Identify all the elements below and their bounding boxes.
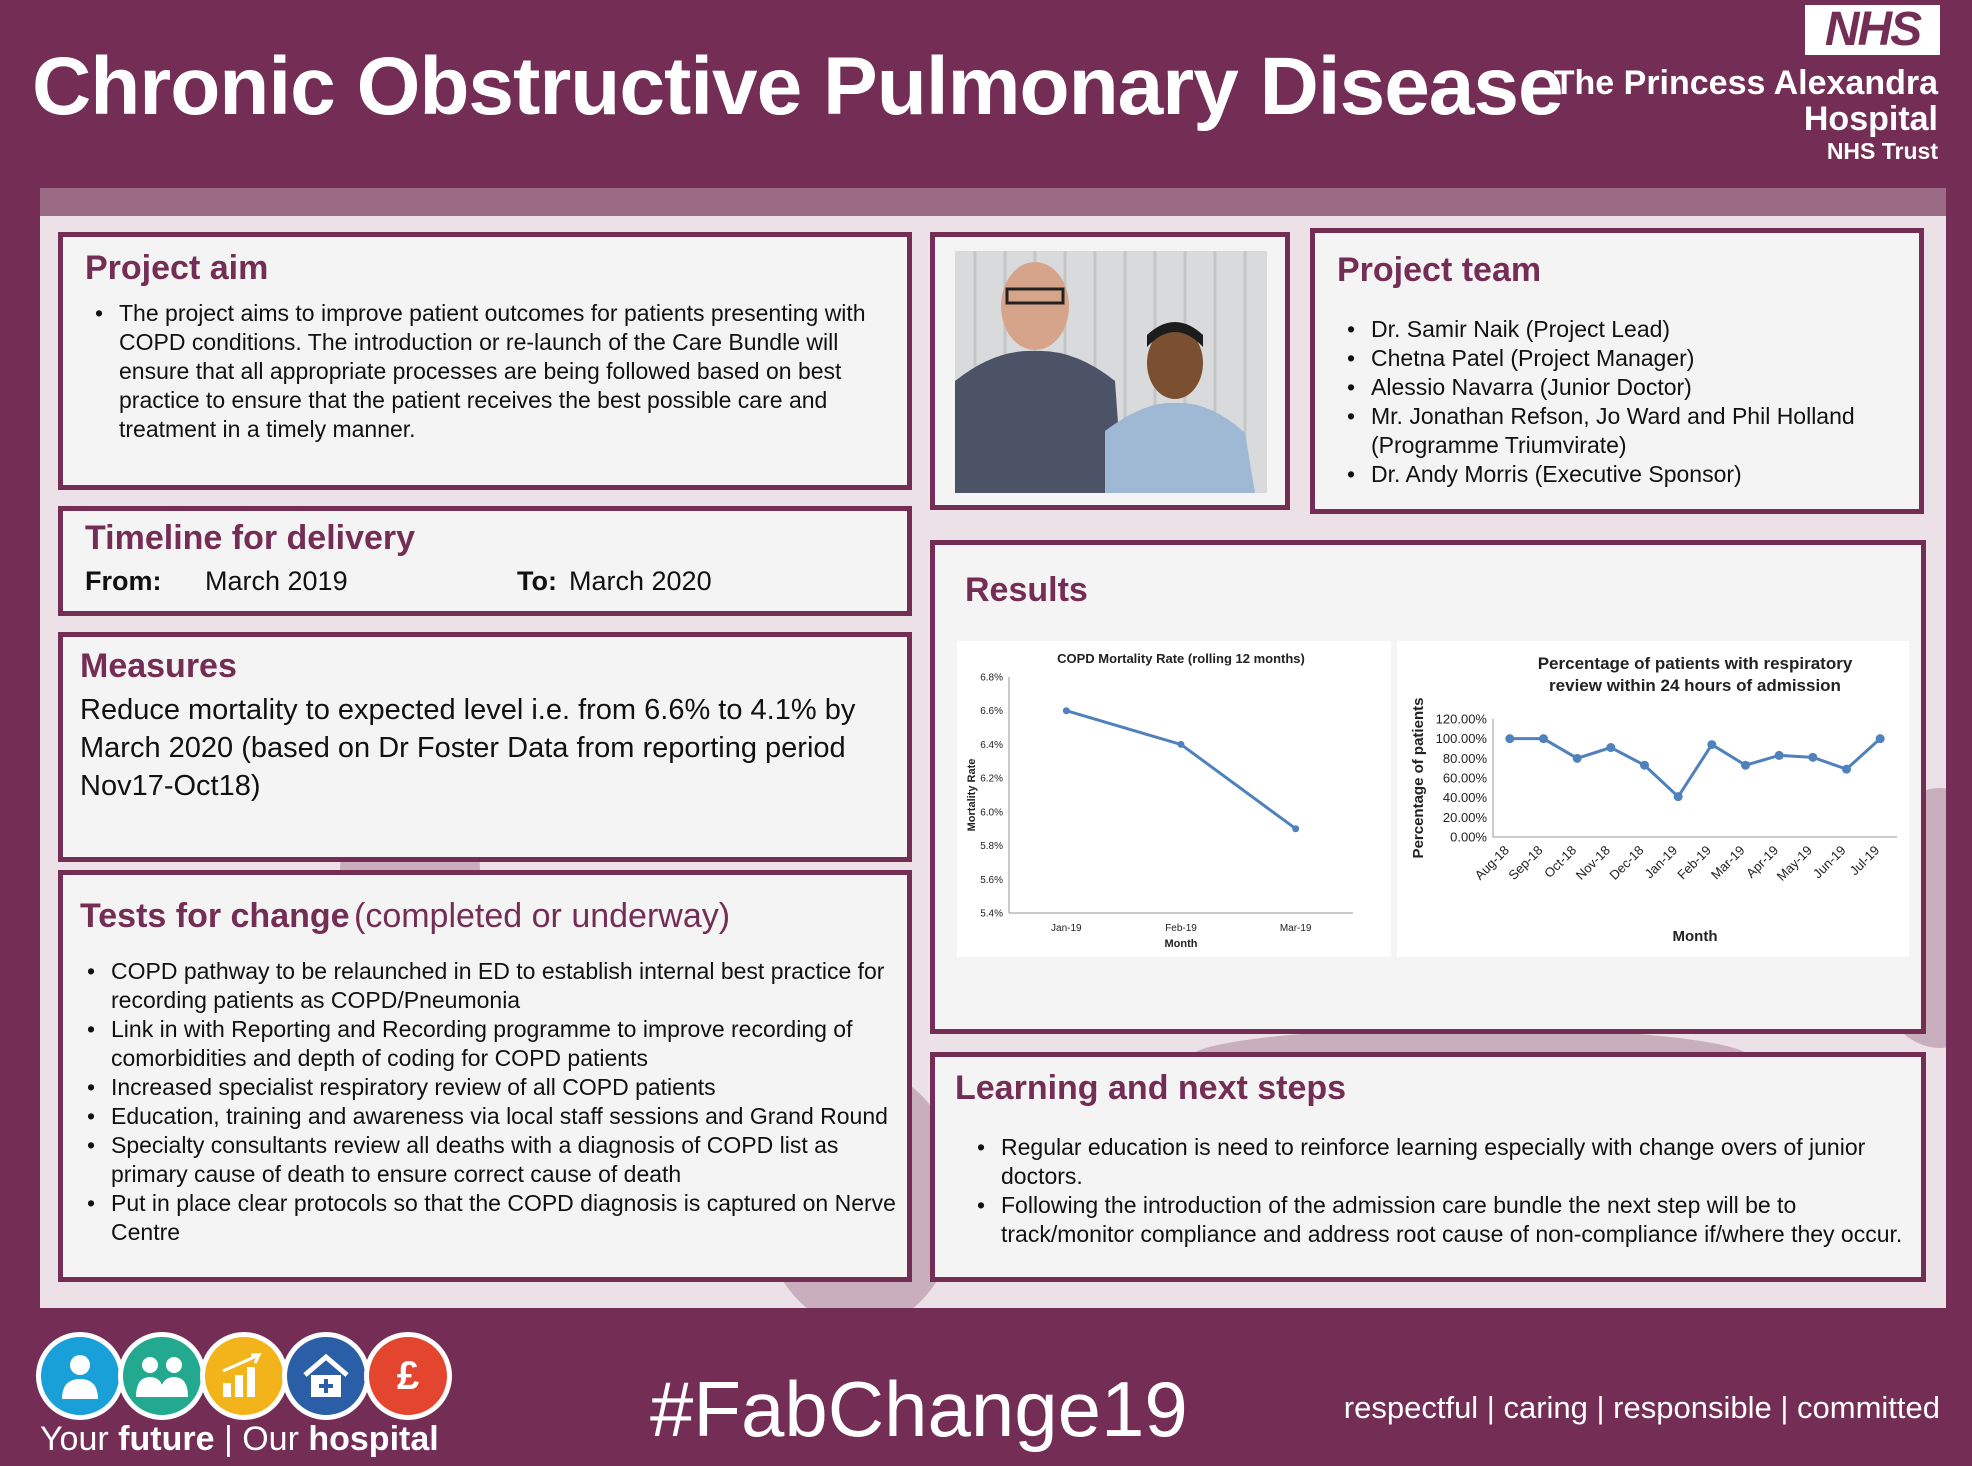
learning-heading: Learning and next steps	[955, 1069, 1347, 1107]
timeline-to-value: March 2020	[569, 566, 712, 596]
data-point	[1177, 740, 1185, 748]
y-tick-label: 20.00%	[1443, 810, 1488, 825]
list-item: Specialty consultants review all deaths …	[87, 1131, 901, 1189]
data-point	[1539, 734, 1548, 744]
tests-heading: Tests for change	[80, 897, 350, 935]
project-aim-text: The project aims to improve patient outc…	[95, 299, 879, 444]
y-axis-label: Percentage of patients	[1410, 698, 1427, 859]
data-point	[1673, 792, 1683, 802]
measures-text: Reduce mortality to expected level i.e. …	[80, 694, 856, 802]
measures-panel: Measures Reduce mortality to expected le…	[58, 632, 912, 862]
chart-background	[1397, 641, 1909, 957]
poster-title: Chronic Obstructive Pulmonary Disease	[32, 41, 1564, 132]
list-item: Following the introduction of the admiss…	[977, 1191, 1921, 1249]
list-item: Put in place clear protocols so that the…	[87, 1189, 901, 1247]
y-tick-label: 5.4%	[980, 909, 1003, 920]
project-team-heading: Project team	[1337, 251, 1542, 289]
data-point	[1875, 734, 1885, 744]
y-tick-label: 5.6%	[980, 875, 1003, 886]
tests-heading-suffix: (completed or underway)	[354, 897, 731, 935]
series-line	[1509, 737, 1882, 800]
growth-chart-icon	[200, 1332, 288, 1420]
y-tick-label: 60.00%	[1443, 771, 1488, 786]
timeline-to-label: To:	[517, 566, 557, 596]
data-point	[1640, 760, 1649, 770]
y-tick-label: 6.4%	[980, 740, 1003, 751]
project-team-panel: Project team Dr. Samir Naik (Project Lea…	[1310, 228, 1924, 514]
nhs-logo: NHS	[1805, 5, 1940, 55]
hospital-icon	[282, 1332, 370, 1420]
data-point	[1062, 707, 1070, 715]
family-icon	[118, 1332, 206, 1420]
tagline: Your future | Our hospital	[40, 1420, 439, 1459]
org-name-line2: Hospital	[1803, 100, 1938, 138]
list-item: Increased specialist respiratory review …	[87, 1073, 901, 1102]
list-item: Regular education is need to reinforce l…	[977, 1133, 1921, 1191]
tagline-part: | Our	[223, 1420, 299, 1458]
project-aim-heading: Project aim	[85, 249, 269, 287]
x-tick-label: Feb-19	[1165, 923, 1197, 934]
chart-title: COPD Mortality Rate (rolling 12 months)	[1057, 651, 1305, 666]
pound-icon: £	[364, 1332, 452, 1420]
y-tick-label: 100.00%	[1436, 731, 1488, 746]
hashtag: #FabChange19	[650, 1365, 1188, 1453]
org-name-line3: NHS Trust	[1826, 138, 1938, 164]
team-member: Chetna Patel (Project Manager)	[1347, 344, 1931, 373]
y-tick-label: 6.2%	[980, 774, 1003, 785]
list-item: Link in with Reporting and Recording pro…	[87, 1015, 901, 1073]
y-tick-label: 120.00%	[1436, 712, 1488, 727]
x-axis-label: Month	[1673, 928, 1718, 945]
data-point	[1774, 750, 1784, 760]
chart-background	[957, 641, 1391, 957]
y-tick-label: 0.00%	[1450, 830, 1487, 845]
y-axis-label: Mortality Rate	[966, 759, 978, 832]
data-point	[1606, 743, 1616, 753]
y-tick-label: 80.00%	[1443, 751, 1488, 766]
project-aim-panel: Project aim The project aims to improve …	[58, 232, 912, 490]
team-member: Alessio Navarra (Junior Doctor)	[1347, 373, 1931, 402]
data-point	[1808, 752, 1818, 762]
y-tick-label: 6.0%	[980, 807, 1003, 818]
tagline-part: future	[118, 1420, 215, 1458]
tests-panel: Tests for change (completed or underway)…	[58, 870, 912, 1282]
y-tick-label: 6.6%	[980, 706, 1003, 717]
board-top-strip	[40, 188, 1946, 216]
trust-values: respectful | caring | responsible | comm…	[1343, 1390, 1940, 1425]
tagline-part: hospital	[308, 1420, 439, 1458]
org-name-line1: The Princess Alexandra	[1553, 64, 1938, 102]
timeline-from-label: From:	[85, 566, 162, 596]
patient-icon	[36, 1332, 124, 1420]
respiratory-review-chart: Percentage of patients with respiratory r…	[1397, 641, 1909, 957]
data-point	[1707, 740, 1717, 750]
team-photo-panel	[930, 232, 1290, 510]
results-heading: Results	[965, 571, 1088, 609]
results-panel: Results COPD Mortality Rate (rolling 12 …	[930, 540, 1926, 1034]
y-tick-label: 40.00%	[1443, 790, 1488, 805]
y-tick-label: 5.8%	[980, 841, 1003, 852]
x-tick-label: Mar-19	[1280, 923, 1312, 934]
x-axis-label: Month	[1165, 938, 1198, 950]
timeline-heading: Timeline for delivery	[85, 519, 416, 557]
learning-panel: Learning and next steps Regular educatio…	[930, 1052, 1926, 1282]
data-point	[1741, 760, 1750, 770]
y-tick-label: 6.8%	[980, 673, 1003, 684]
chart-title: review within 24 hours of admission	[1549, 676, 1841, 695]
x-tick-label: Jan-19	[1051, 923, 1082, 934]
timeline-panel: Timeline for delivery From: March 2019 T…	[58, 506, 912, 616]
list-item: Education, training and awareness via lo…	[87, 1102, 901, 1131]
timeline-from-value: March 2019	[205, 566, 348, 596]
tagline-part: Your	[40, 1420, 109, 1458]
team-member: Dr. Andy Morris (Executive Sponsor)	[1347, 460, 1931, 489]
data-point	[1572, 753, 1582, 763]
team-photo	[955, 251, 1267, 493]
mortality-chart: COPD Mortality Rate (rolling 12 months) 5…	[957, 641, 1391, 957]
team-member: Mr. Jonathan Refson, Jo Ward and Phil Ho…	[1347, 402, 1931, 460]
measures-heading: Measures	[80, 647, 237, 685]
data-point	[1842, 764, 1851, 774]
data-point	[1292, 825, 1300, 833]
chart-title: Percentage of patients with respiratory	[1538, 654, 1853, 673]
data-point	[1505, 734, 1515, 744]
list-item: COPD pathway to be relaunched in ED to e…	[87, 957, 901, 1015]
team-member: Dr. Samir Naik (Project Lead)	[1347, 315, 1931, 344]
